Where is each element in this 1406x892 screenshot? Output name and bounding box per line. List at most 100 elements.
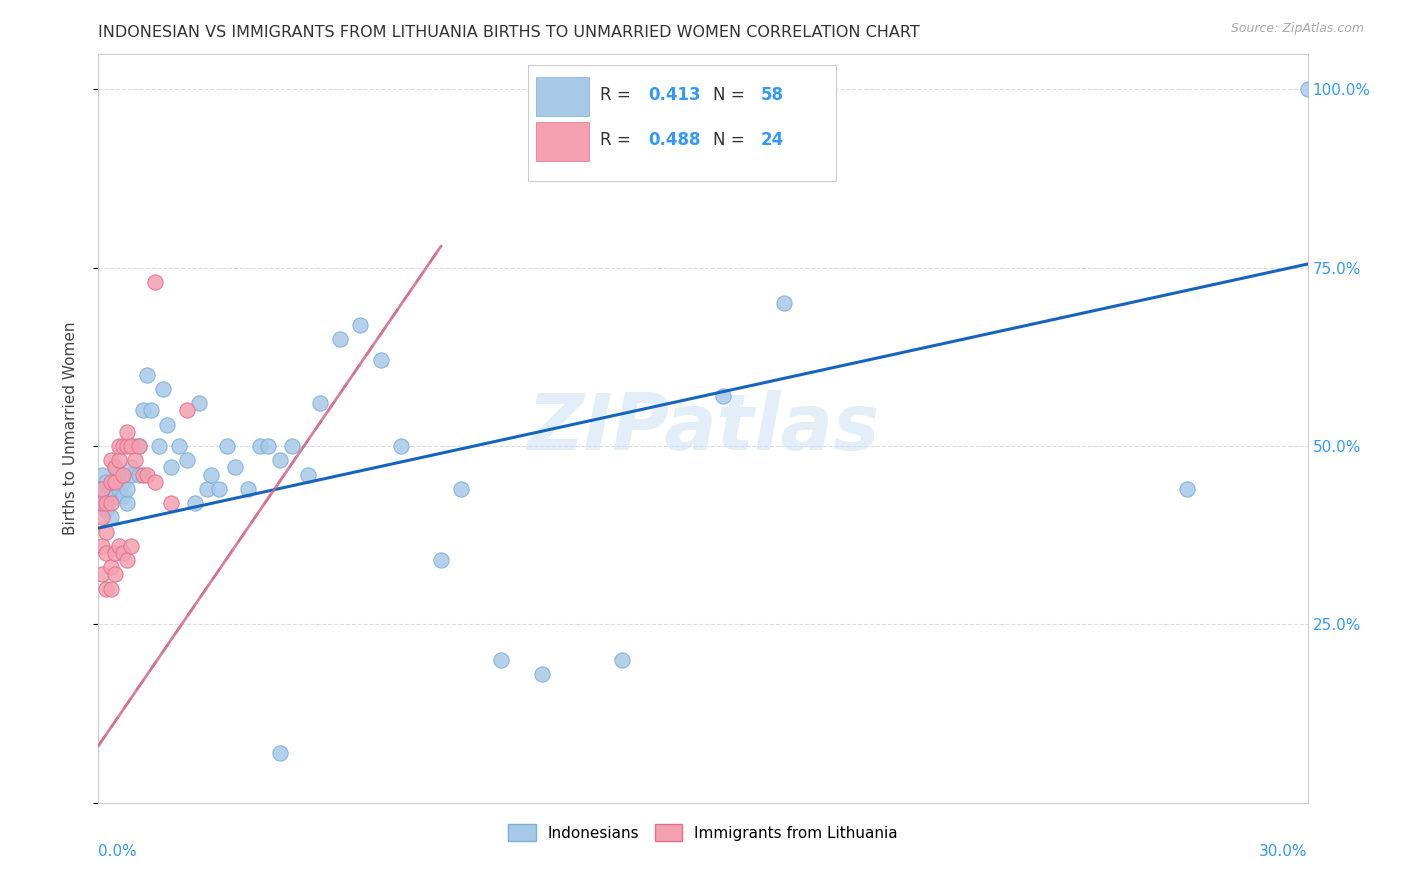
Point (256, 439, 278, 453)
Point (530, 667, 553, 681)
Text: 30.0%: 30.0% (1260, 844, 1308, 859)
Point (96, 524, 118, 539)
Point (143, 275, 166, 289)
Text: N =: N = (713, 131, 749, 149)
Point (115, 496, 138, 510)
Point (349, 318, 371, 332)
Point (135, 368, 157, 382)
Point (103, 460, 125, 475)
Text: INDONESIAN VS IMMIGRANTS FROM LITHUANIA BIRTHS TO UNMARRIED WOMEN CORRELATION CH: INDONESIAN VS IMMIGRANTS FROM LITHUANIA … (98, 25, 920, 40)
Point (100, 496, 122, 510)
Point (188, 396, 211, 410)
Point (370, 353, 392, 368)
Point (329, 332, 352, 346)
Point (269, 746, 291, 760)
Point (100, 510, 122, 524)
Point (100, 582, 122, 596)
Point (91, 510, 114, 524)
Point (120, 539, 142, 553)
Point (96, 496, 118, 510)
Point (430, 553, 453, 567)
Point (96, 582, 118, 596)
Point (128, 439, 150, 453)
Text: 0.413: 0.413 (648, 86, 702, 103)
Point (111, 546, 134, 560)
Point (107, 467, 129, 482)
Point (124, 453, 146, 467)
Point (100, 475, 122, 489)
Point (249, 439, 271, 453)
Point (152, 382, 174, 396)
Point (156, 417, 179, 432)
Point (389, 439, 412, 453)
Point (100, 482, 122, 496)
Point (111, 467, 134, 482)
Legend: Indonesians, Immigrants from Lithuania: Indonesians, Immigrants from Lithuania (502, 818, 904, 847)
Text: Source: ZipAtlas.com: Source: ZipAtlas.com (1230, 22, 1364, 36)
Point (143, 475, 166, 489)
Point (1175, 482, 1198, 496)
Point (96, 475, 118, 489)
Point (132, 467, 155, 482)
Point (103, 460, 125, 475)
Point (281, 439, 304, 453)
Point (148, 439, 170, 453)
Point (128, 467, 150, 482)
Y-axis label: Births to Unmarried Women: Births to Unmarried Women (63, 321, 77, 535)
Point (91, 567, 114, 582)
Point (236, 482, 259, 496)
Point (1296, 82, 1319, 96)
Point (120, 439, 142, 453)
Point (200, 467, 222, 482)
FancyBboxPatch shape (527, 65, 837, 181)
Point (450, 482, 472, 496)
Point (111, 489, 134, 503)
Point (96, 489, 118, 503)
Point (91, 496, 114, 510)
Point (115, 553, 138, 567)
Point (100, 560, 122, 574)
Point (96, 546, 118, 560)
Point (91, 482, 114, 496)
Point (176, 403, 198, 417)
Text: 58: 58 (761, 86, 785, 103)
Point (711, 389, 734, 403)
Point (167, 439, 190, 453)
Text: 0.488: 0.488 (648, 131, 702, 149)
Point (103, 489, 125, 503)
Point (160, 460, 183, 475)
Point (111, 439, 134, 453)
Point (96, 503, 118, 517)
Point (135, 467, 157, 482)
Point (309, 396, 332, 410)
Point (208, 482, 231, 496)
Point (91, 482, 114, 496)
Point (139, 403, 162, 417)
Point (120, 467, 142, 482)
Point (107, 439, 129, 453)
Point (224, 460, 246, 475)
Point (612, 653, 634, 667)
Point (132, 403, 155, 417)
FancyBboxPatch shape (536, 78, 589, 116)
Point (107, 539, 129, 553)
Text: N =: N = (713, 86, 749, 103)
Point (491, 653, 513, 667)
Point (217, 439, 239, 453)
Point (195, 482, 218, 496)
Point (115, 425, 138, 439)
Text: ZIPatlas: ZIPatlas (527, 390, 879, 467)
Point (160, 496, 183, 510)
Point (269, 453, 291, 467)
Point (100, 453, 122, 467)
Point (128, 439, 150, 453)
Point (91, 539, 114, 553)
Point (103, 546, 125, 560)
Point (103, 567, 125, 582)
Point (107, 453, 129, 467)
Point (176, 453, 198, 467)
FancyBboxPatch shape (536, 122, 589, 161)
Text: R =: R = (600, 86, 637, 103)
Text: 0.0%: 0.0% (98, 844, 138, 859)
Text: 24: 24 (761, 131, 785, 149)
